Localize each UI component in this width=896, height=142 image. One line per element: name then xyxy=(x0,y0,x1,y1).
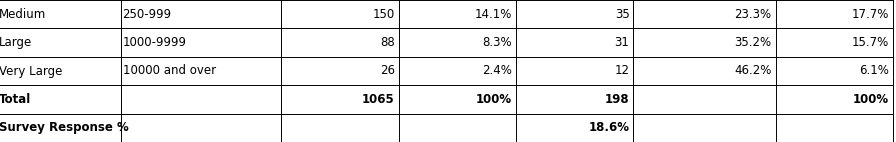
Text: 198: 198 xyxy=(605,93,630,106)
Text: 18.6%: 18.6% xyxy=(589,121,630,134)
Text: 6.1%: 6.1% xyxy=(859,64,889,78)
Text: 14.1%: 14.1% xyxy=(475,8,512,21)
Text: 12: 12 xyxy=(615,64,630,78)
Text: 46.2%: 46.2% xyxy=(734,64,771,78)
Text: 2.4%: 2.4% xyxy=(482,64,512,78)
Text: 10000 and over: 10000 and over xyxy=(123,64,216,78)
Text: Very Large: Very Large xyxy=(0,64,63,78)
Text: 150: 150 xyxy=(373,8,394,21)
Text: Large: Large xyxy=(0,36,32,49)
Text: 88: 88 xyxy=(380,36,394,49)
Text: Survey Response %: Survey Response % xyxy=(0,121,129,134)
Text: Total: Total xyxy=(0,93,31,106)
Text: 23.3%: 23.3% xyxy=(735,8,771,21)
Text: 100%: 100% xyxy=(853,93,889,106)
Text: 35.2%: 35.2% xyxy=(735,36,771,49)
Text: 35: 35 xyxy=(615,8,630,21)
Text: 1065: 1065 xyxy=(362,93,394,106)
Text: 26: 26 xyxy=(380,64,394,78)
Text: 17.7%: 17.7% xyxy=(851,8,889,21)
Text: 1000-9999: 1000-9999 xyxy=(123,36,186,49)
Text: 31: 31 xyxy=(615,36,630,49)
Text: 250-999: 250-999 xyxy=(123,8,172,21)
Text: 15.7%: 15.7% xyxy=(852,36,889,49)
Text: Medium: Medium xyxy=(0,8,47,21)
Text: 8.3%: 8.3% xyxy=(482,36,512,49)
Text: 100%: 100% xyxy=(476,93,512,106)
